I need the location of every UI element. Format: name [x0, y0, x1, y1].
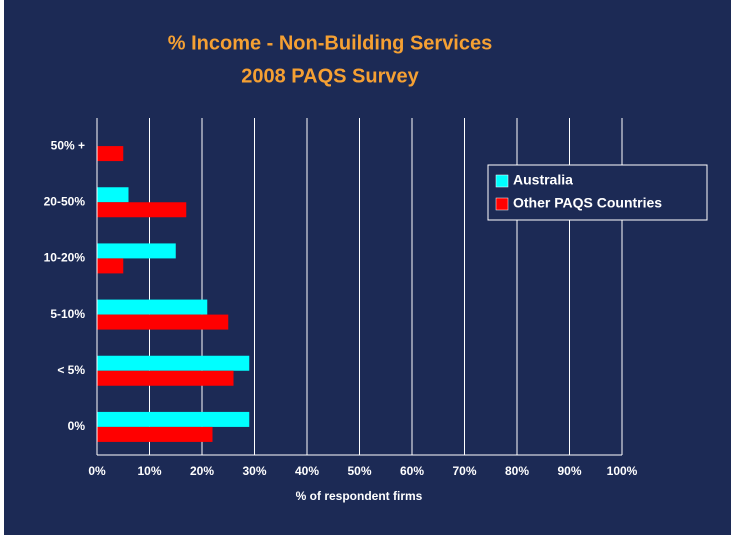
x-tick-label: 80%: [505, 464, 529, 478]
x-axis-label: % of respondent firms: [296, 489, 423, 503]
x-tick-label: 20%: [190, 464, 214, 478]
y-tick-label: 20-50%: [44, 194, 86, 208]
y-tick-label: 5-10%: [50, 307, 85, 321]
x-tick-label: 100%: [607, 464, 638, 478]
x-tick-label: 0%: [88, 464, 106, 478]
bar: [97, 202, 187, 218]
x-tick-label: 50%: [347, 464, 371, 478]
legend-box: [487, 164, 708, 221]
bar: [97, 426, 213, 442]
bar: [97, 187, 129, 203]
bar: [97, 243, 176, 259]
legend-label: Other PAQS Countries: [513, 195, 662, 211]
bar: [97, 314, 229, 330]
legend-swatch: [495, 197, 509, 211]
y-tick-label: 50% +: [51, 138, 85, 152]
bar: [97, 146, 124, 162]
bar: [97, 411, 250, 427]
x-tick-label: 90%: [557, 464, 581, 478]
left-border: [0, 0, 4, 535]
bar: [97, 370, 234, 386]
y-tick-label: 10-20%: [44, 251, 86, 265]
x-tick-label: 60%: [400, 464, 424, 478]
legend-label: Australia: [513, 172, 573, 188]
chart-title: % Income - Non-Building Services: [168, 32, 493, 54]
x-tick-label: 70%: [452, 464, 476, 478]
chart-subtitle: 2008 PAQS Survey: [241, 65, 419, 87]
x-tick-label: 30%: [242, 464, 266, 478]
y-tick-label: < 5%: [57, 363, 85, 377]
legend-swatch: [495, 174, 509, 188]
x-tick-label: 40%: [295, 464, 319, 478]
y-tick-label: 0%: [68, 419, 86, 433]
bar: [97, 355, 250, 371]
x-tick-label: 10%: [137, 464, 161, 478]
bar: [97, 299, 208, 315]
bar: [97, 258, 124, 274]
